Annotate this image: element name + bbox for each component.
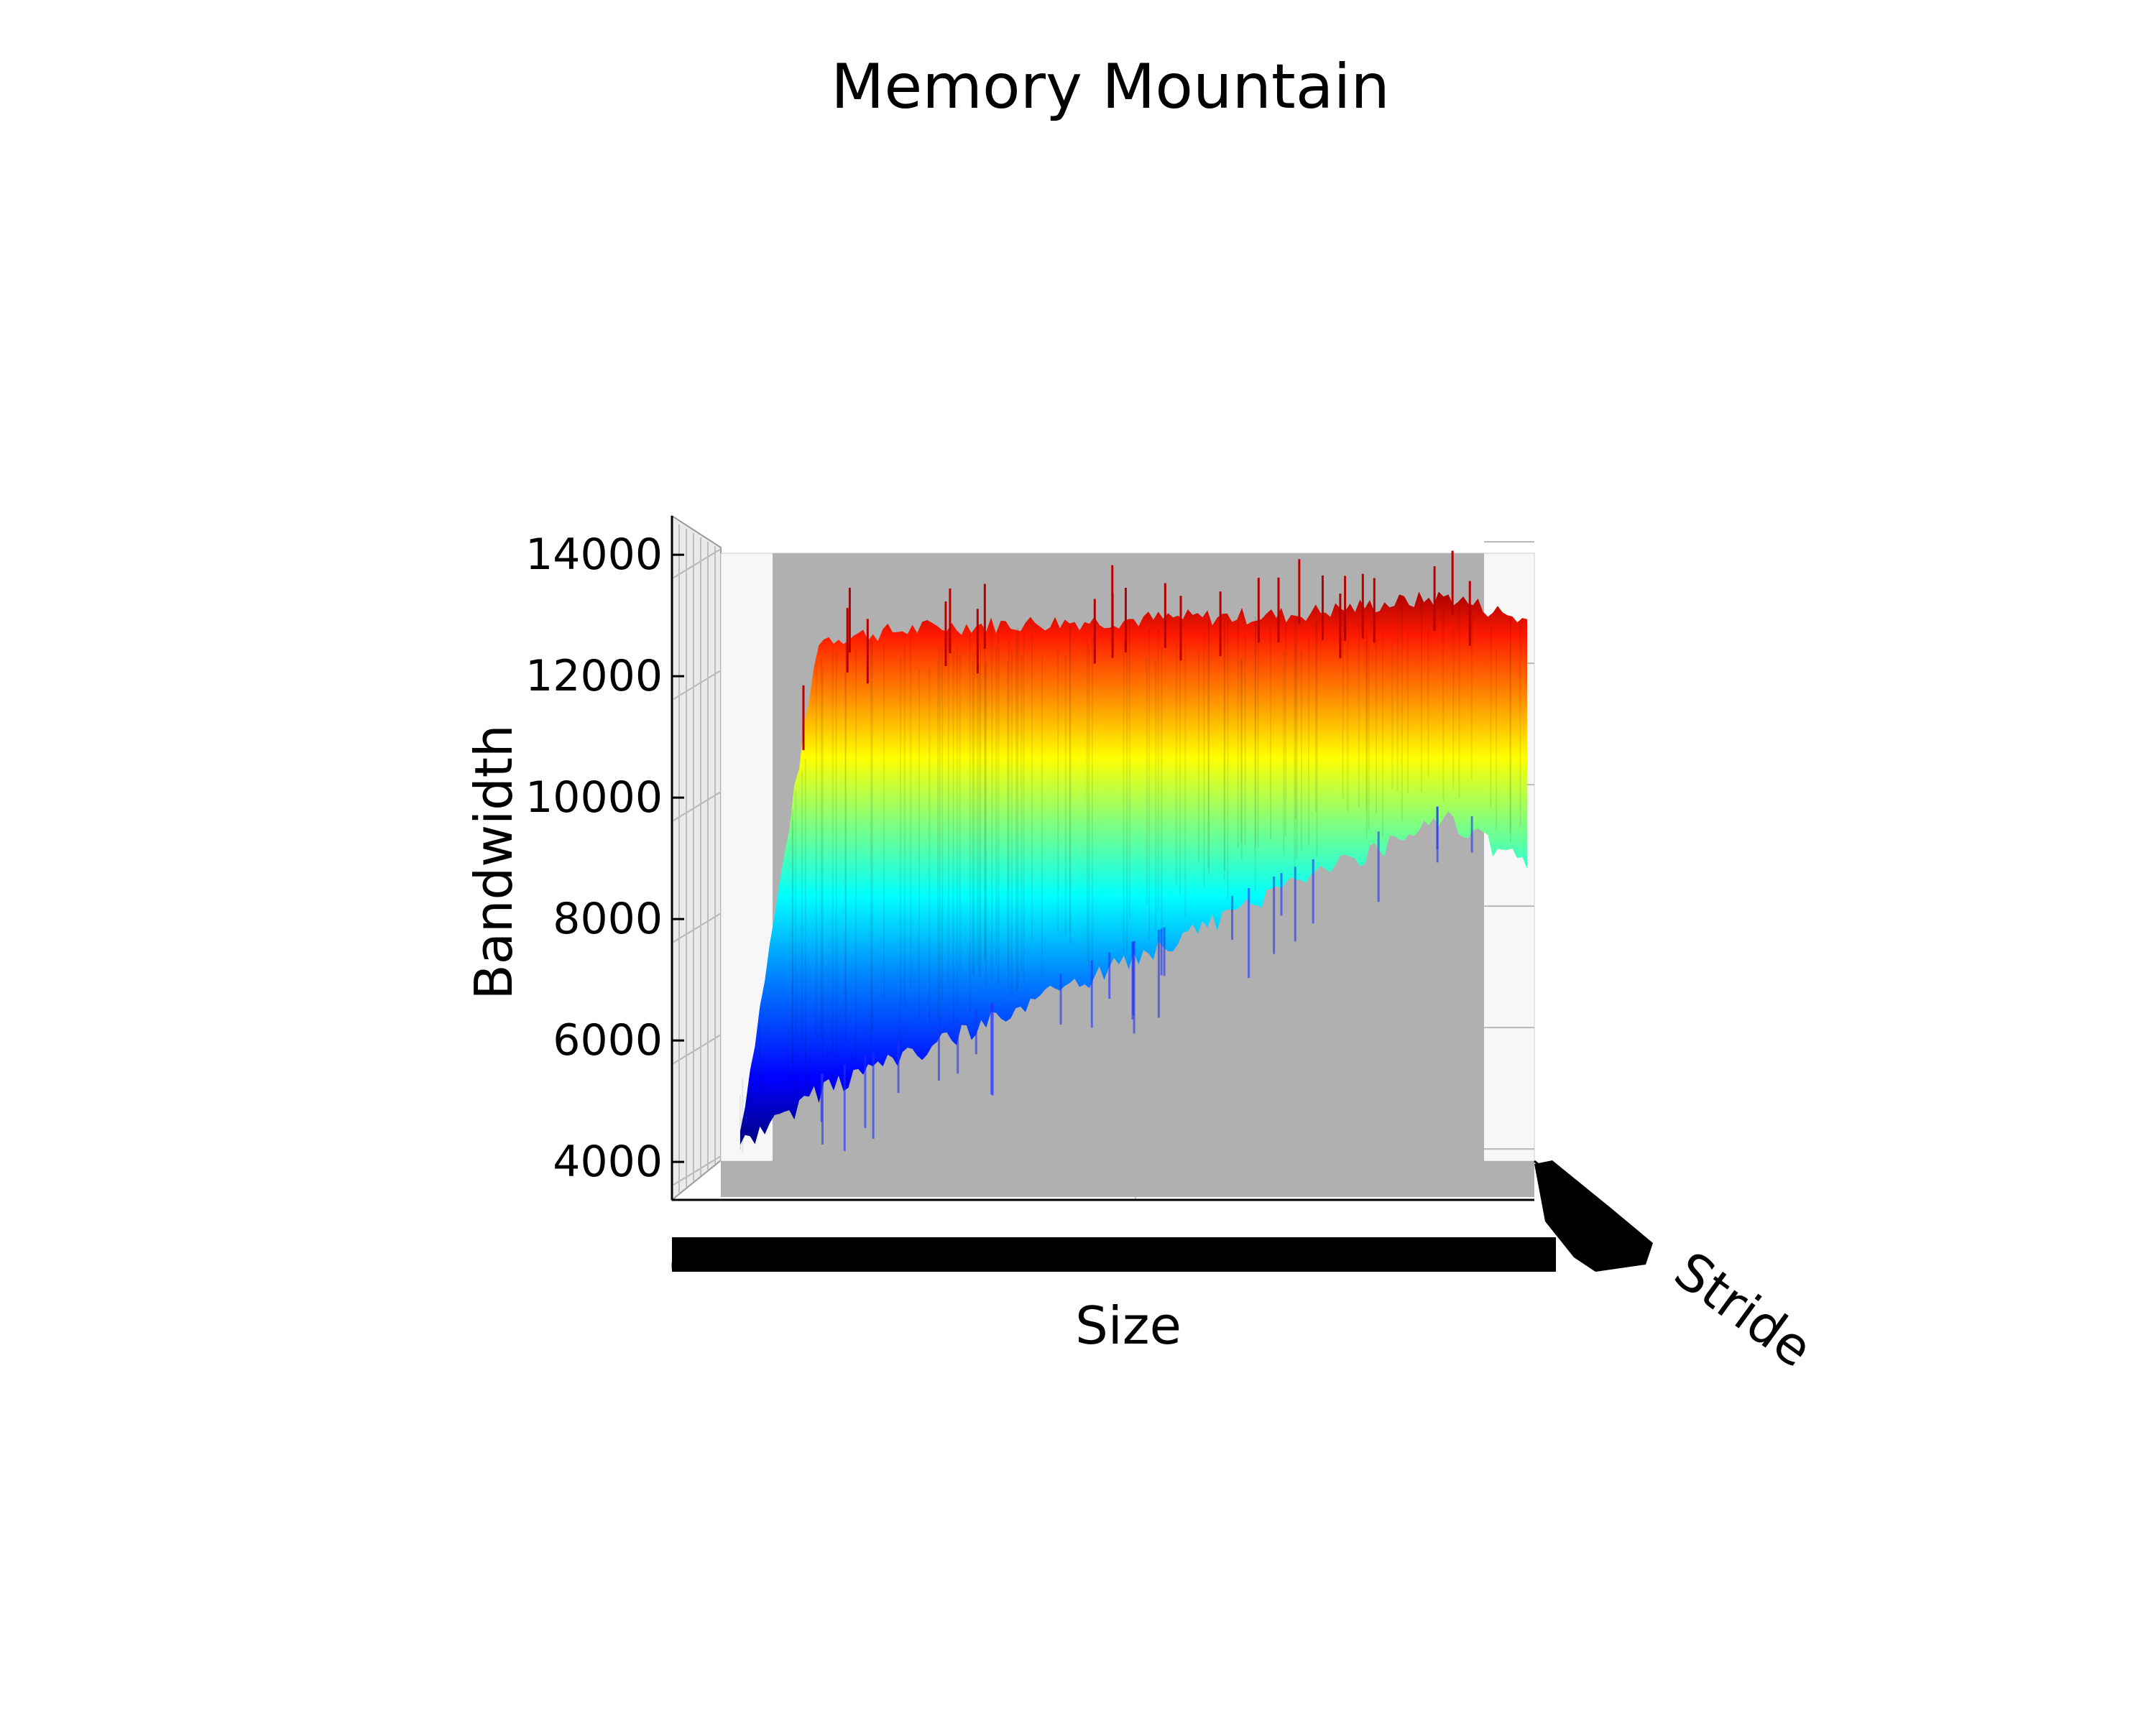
left-pane-gridlines — [673, 525, 722, 1193]
z-tick-label: 8000 — [553, 894, 663, 944]
z-tick-label: 4000 — [553, 1137, 663, 1187]
z-axis-ticks: 4000 6000 8000 10000 12000 14000 — [525, 530, 684, 1187]
y-axis-label: Stride — [1664, 1240, 1823, 1379]
z-side-gridline — [673, 1034, 722, 1064]
z-side-gridline — [673, 912, 722, 943]
z-tick-label: 6000 — [553, 1015, 663, 1066]
z-tick-label: 12000 — [525, 651, 663, 701]
surface-floor — [721, 1161, 1534, 1197]
z-tick-label: 10000 — [525, 772, 663, 823]
z-side-gridline — [673, 791, 722, 821]
x-tick-first-digit: 5 — [668, 1231, 699, 1281]
chart-title: Memory Mountain — [831, 51, 1390, 123]
x-tick-label-band — [672, 1237, 1556, 1272]
z-side-gridline — [673, 1155, 722, 1186]
surface-body — [740, 591, 1527, 1145]
y-tick-label-band — [1534, 1160, 1653, 1272]
z-axis-label: Bandwidth — [464, 724, 524, 999]
z-side-gridline — [673, 548, 722, 578]
z-tick-label: 14000 — [525, 530, 663, 580]
surface-spikes — [740, 550, 1521, 1152]
x-axis-label: Size — [1075, 1295, 1181, 1356]
z-side-gridline — [673, 670, 722, 700]
bandwidth-surface — [740, 591, 1527, 1145]
